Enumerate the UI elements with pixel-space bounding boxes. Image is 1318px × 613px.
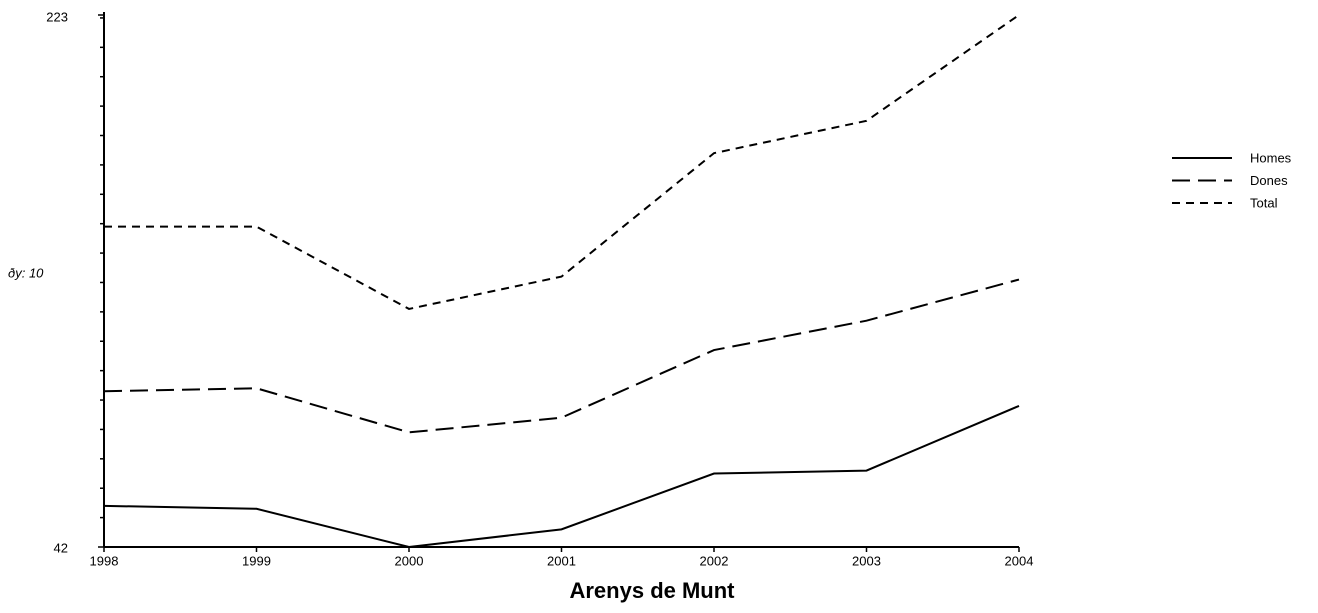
x-tick-label: 1998 <box>90 553 119 568</box>
legend-label: Homes <box>1250 150 1292 165</box>
x-tick-label: 2004 <box>1005 553 1034 568</box>
chart-title: Arenys de Munt <box>569 578 735 603</box>
x-tick-label: 2002 <box>700 553 729 568</box>
y-tick-label: 42 <box>54 540 68 555</box>
annotation: ðy: 10 <box>8 265 44 280</box>
legend-label: Dones <box>1250 173 1288 188</box>
x-tick-label: 2003 <box>852 553 881 568</box>
x-tick-label: 1999 <box>242 553 271 568</box>
line <box>103 278 1020 434</box>
line <box>103 404 1020 549</box>
line <box>104 14 1020 310</box>
y-tick-label: 223 <box>46 9 68 24</box>
legend-label: Total <box>1250 195 1278 210</box>
x-tick-label: 2001 <box>547 553 576 568</box>
x-tick-label: 2000 <box>395 553 424 568</box>
